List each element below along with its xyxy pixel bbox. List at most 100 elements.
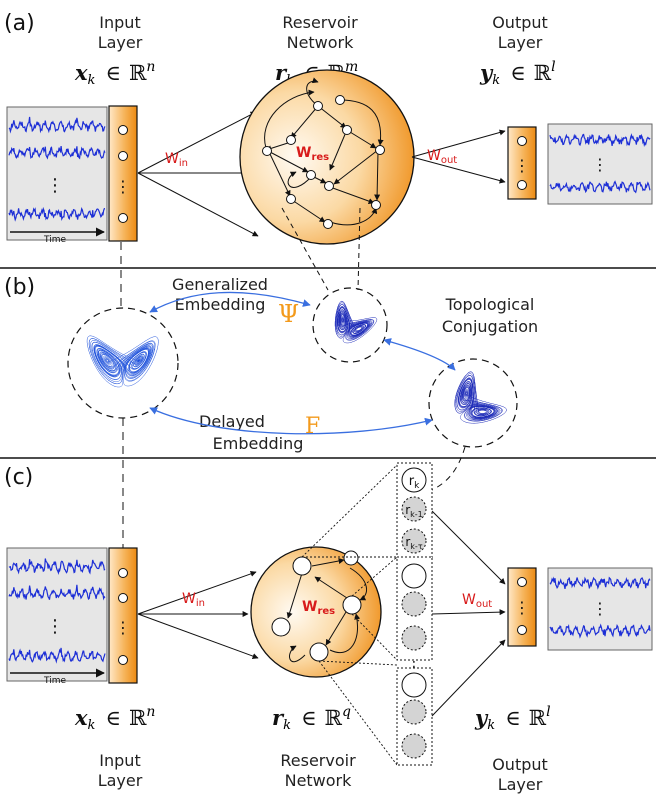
output-state-math-c: yk ∈ ℝl bbox=[474, 704, 551, 733]
panel-c: ⋮ Time ⋮ Win bbox=[6, 462, 653, 794]
delay-to-output-arrow bbox=[431, 510, 506, 585]
reservoir-state-math-c: rk ∈ ℝq bbox=[272, 704, 351, 733]
topological-conjugation-label-line2: Conjugation bbox=[442, 317, 538, 336]
output-layer-bar: ⋮ bbox=[507, 126, 537, 200]
reservoir-network-title-line1: Reservoir bbox=[282, 13, 358, 32]
svg-text:⋮: ⋮ bbox=[514, 598, 530, 617]
delay-to-output-arrow bbox=[431, 639, 506, 717]
output-layer-title-line2: Layer bbox=[498, 33, 543, 52]
output-layer-bar-c: ⋮ bbox=[507, 567, 537, 647]
output-node bbox=[517, 180, 527, 190]
input-layer-bar: ⋮ bbox=[108, 105, 138, 242]
reservoir-attractor-circle bbox=[312, 287, 388, 363]
w-out-label-c: Wout bbox=[462, 592, 492, 610]
input-signal-panel-c: ⋮ Time bbox=[6, 547, 108, 686]
input-layer-title-line2: Layer bbox=[98, 33, 143, 52]
reservoir-node bbox=[335, 95, 345, 105]
reservoir-node bbox=[371, 200, 381, 210]
panel-label-b: (b) bbox=[4, 275, 35, 300]
input-node bbox=[118, 593, 128, 603]
delay-projection-line bbox=[431, 446, 466, 491]
generalized-embedding-label-line1: Generalized bbox=[172, 275, 268, 294]
output-signal-panel: ⋮ bbox=[547, 123, 653, 205]
svg-text:⋮: ⋮ bbox=[115, 177, 131, 196]
reservoir-node bbox=[324, 181, 334, 191]
reservoir-to-output-arrow bbox=[411, 156, 506, 184]
w-in-label: Win bbox=[165, 151, 188, 169]
delay-node-current bbox=[401, 467, 427, 493]
attractor-trajectory bbox=[454, 371, 507, 424]
delay-stack-3 bbox=[396, 667, 433, 766]
reservoir-node bbox=[309, 642, 329, 662]
reservoir-node bbox=[323, 219, 333, 229]
output-signal-trace-c1 bbox=[549, 576, 651, 590]
input-signal-panel: ⋮ Time bbox=[6, 106, 108, 245]
delay-stack-2 bbox=[396, 556, 433, 661]
reservoir-network-title-line2: Network bbox=[287, 33, 355, 52]
svg-text:⋮: ⋮ bbox=[115, 618, 131, 637]
reservoir-network-c: Wres bbox=[250, 546, 382, 678]
input-to-reservoir-arrow bbox=[137, 111, 257, 174]
output-signal-trace-2 bbox=[549, 180, 651, 194]
delayed-embedding-label-line2: Embedding bbox=[213, 434, 304, 453]
w-res-label-c: Wres bbox=[302, 599, 335, 617]
output-layer-title-c-line2: Layer bbox=[498, 775, 543, 794]
delay-node-previous bbox=[401, 496, 427, 522]
reservoir-network-title-c-line1: Reservoir bbox=[280, 751, 356, 770]
reservoir-node bbox=[375, 145, 385, 155]
delay-node-label-rk-tau: rk-τ bbox=[405, 535, 422, 551]
output-signal-panel-c: ⋮ bbox=[547, 567, 653, 651]
input-state-math-c: xk ∈ ℝn bbox=[74, 704, 155, 733]
w-out-label: Wout bbox=[427, 148, 457, 166]
topological-conjugation-arrow bbox=[383, 338, 456, 371]
reservoir-node bbox=[286, 135, 296, 145]
reservoir-node bbox=[343, 550, 359, 566]
time-axis-label: Time bbox=[43, 235, 66, 245]
w-in-label-c: Win bbox=[182, 591, 205, 609]
input-node bbox=[118, 568, 128, 578]
output-signal-trace-c2 bbox=[549, 623, 651, 639]
reservoir-node bbox=[286, 194, 296, 204]
svg-text:⋮: ⋮ bbox=[514, 156, 530, 175]
reservoir-attractor bbox=[334, 300, 378, 344]
reservoir-projection-line bbox=[357, 207, 361, 291]
input-node bbox=[118, 125, 128, 135]
input-signal-trace-1 bbox=[8, 116, 106, 134]
output-node bbox=[517, 136, 527, 146]
panel-b: Generalized Embedding Ψ Topological Conj… bbox=[67, 275, 538, 548]
delay-attractor-circle bbox=[428, 358, 518, 448]
input-layer-title-c-line1: Input bbox=[99, 751, 140, 770]
attractor-trajectory bbox=[86, 335, 159, 388]
input-signal-trace-c2 bbox=[8, 584, 106, 601]
reservoir-node bbox=[313, 101, 323, 111]
reservoir-node bbox=[306, 170, 316, 180]
attractor-trajectory bbox=[334, 300, 378, 344]
delay-to-output-arrow bbox=[431, 609, 506, 616]
delay-node-tau bbox=[401, 528, 427, 554]
panel-label-a: (a) bbox=[4, 11, 35, 36]
svg-text:⋮: ⋮ bbox=[46, 616, 64, 637]
zoom-lines bbox=[301, 464, 398, 766]
input-to-reservoir-arrow bbox=[137, 172, 259, 237]
psi-operator: Ψ bbox=[278, 300, 299, 328]
w-res-label: Wres bbox=[296, 145, 329, 163]
input-signal-trace-3 bbox=[8, 206, 106, 222]
output-layer-title-c-line1: Output bbox=[492, 755, 548, 774]
output-node bbox=[517, 625, 527, 635]
generalized-embedding-arrow bbox=[149, 291, 311, 313]
reservoir-projection-line bbox=[281, 207, 329, 291]
input-signal-trace-c1 bbox=[8, 558, 106, 575]
time-axis-label-c: Time bbox=[43, 676, 66, 686]
delay-embedded-attractor bbox=[454, 371, 507, 424]
f-operator: F bbox=[305, 414, 320, 439]
input-to-reservoir-arrow-c bbox=[137, 613, 259, 659]
input-node bbox=[118, 151, 128, 161]
reservoir-network-title-c-line2: Network bbox=[285, 771, 353, 790]
delay-node-label-rk-1: rk-1 bbox=[405, 503, 423, 519]
output-state-math: yk ∈ ℝl bbox=[479, 59, 556, 88]
reservoir-node bbox=[271, 617, 291, 637]
output-node bbox=[517, 577, 527, 587]
reservoir-node bbox=[342, 125, 352, 135]
delayed-embedding-label-line1: Delayed bbox=[199, 412, 265, 431]
